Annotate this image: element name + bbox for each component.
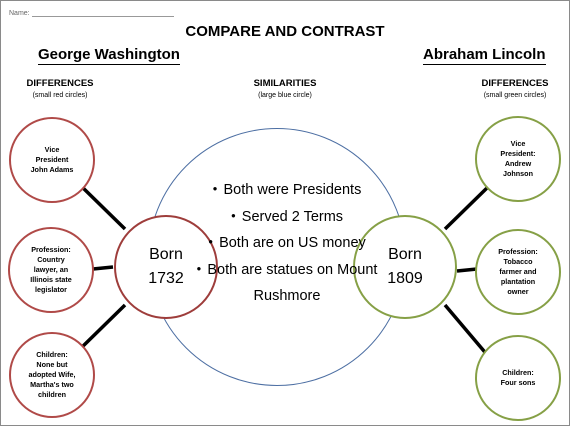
- washington-vp-text: Vice President John Adams: [30, 145, 74, 174]
- name-label: Name:: [9, 10, 30, 17]
- washington-children-text: Children: None but adopted Wife, Martha'…: [28, 350, 76, 399]
- similarities-list: Both were Presidents Served 2 Terms Both…: [191, 177, 383, 310]
- lincoln-vp-text: Vice President: Andrew Johnson: [500, 139, 536, 178]
- lincoln-vp-circle: Vice President: Andrew Johnson: [475, 116, 561, 202]
- name-field[interactable]: Name:: [9, 10, 174, 17]
- washington-children-circle: Children: None but adopted Wife, Martha'…: [9, 332, 95, 418]
- connector-washington-profession: [92, 265, 114, 271]
- lincoln-profession-text: Profession: Tobacco farmer and plantatio…: [498, 247, 538, 296]
- similarity-item: Both are statues on Mount Rushmore: [191, 257, 383, 310]
- lincoln-children-circle: Children: Four sons: [475, 335, 561, 421]
- connector-washington-children: [77, 303, 127, 352]
- right-person-name: Abraham Lincoln: [423, 46, 546, 65]
- lincoln-born-text: Born 1809: [387, 246, 423, 287]
- connector-washington-vp: [77, 182, 127, 231]
- similarity-item: Both were Presidents: [191, 177, 383, 204]
- connector-lincoln-profession: [456, 267, 478, 273]
- connector-lincoln-children: [443, 303, 491, 359]
- washington-profession-text: Profession: Country lawyer, an Illinois …: [30, 245, 72, 294]
- similarity-item: Both are on US money: [191, 230, 383, 257]
- washington-profession-circle: Profession: Country lawyer, an Illinois …: [8, 227, 94, 313]
- left-differences-heading: DIFFERENCES: [26, 78, 94, 89]
- right-differences-note: (small green circles): [483, 92, 547, 99]
- left-differences-note: (small red circles): [32, 92, 88, 99]
- lincoln-profession-circle: Profession: Tobacco farmer and plantatio…: [475, 229, 561, 315]
- similarities-note: (large blue circle): [258, 92, 312, 99]
- washington-born-text: Born 1732: [148, 246, 184, 287]
- name-line[interactable]: [31, 16, 174, 17]
- connector-lincoln-vp: [443, 184, 491, 231]
- left-person-name: George Washington: [38, 46, 180, 65]
- similarities-heading: SIMILARITIES: [253, 78, 317, 89]
- lincoln-children-text: Children: Four sons: [500, 368, 536, 387]
- right-differences-heading: DIFFERENCES: [481, 78, 549, 89]
- washington-vp-circle: Vice President John Adams: [9, 117, 95, 203]
- page-title: COMPARE AND CONTRAST: [185, 23, 385, 40]
- similarity-item: Served 2 Terms: [191, 204, 383, 231]
